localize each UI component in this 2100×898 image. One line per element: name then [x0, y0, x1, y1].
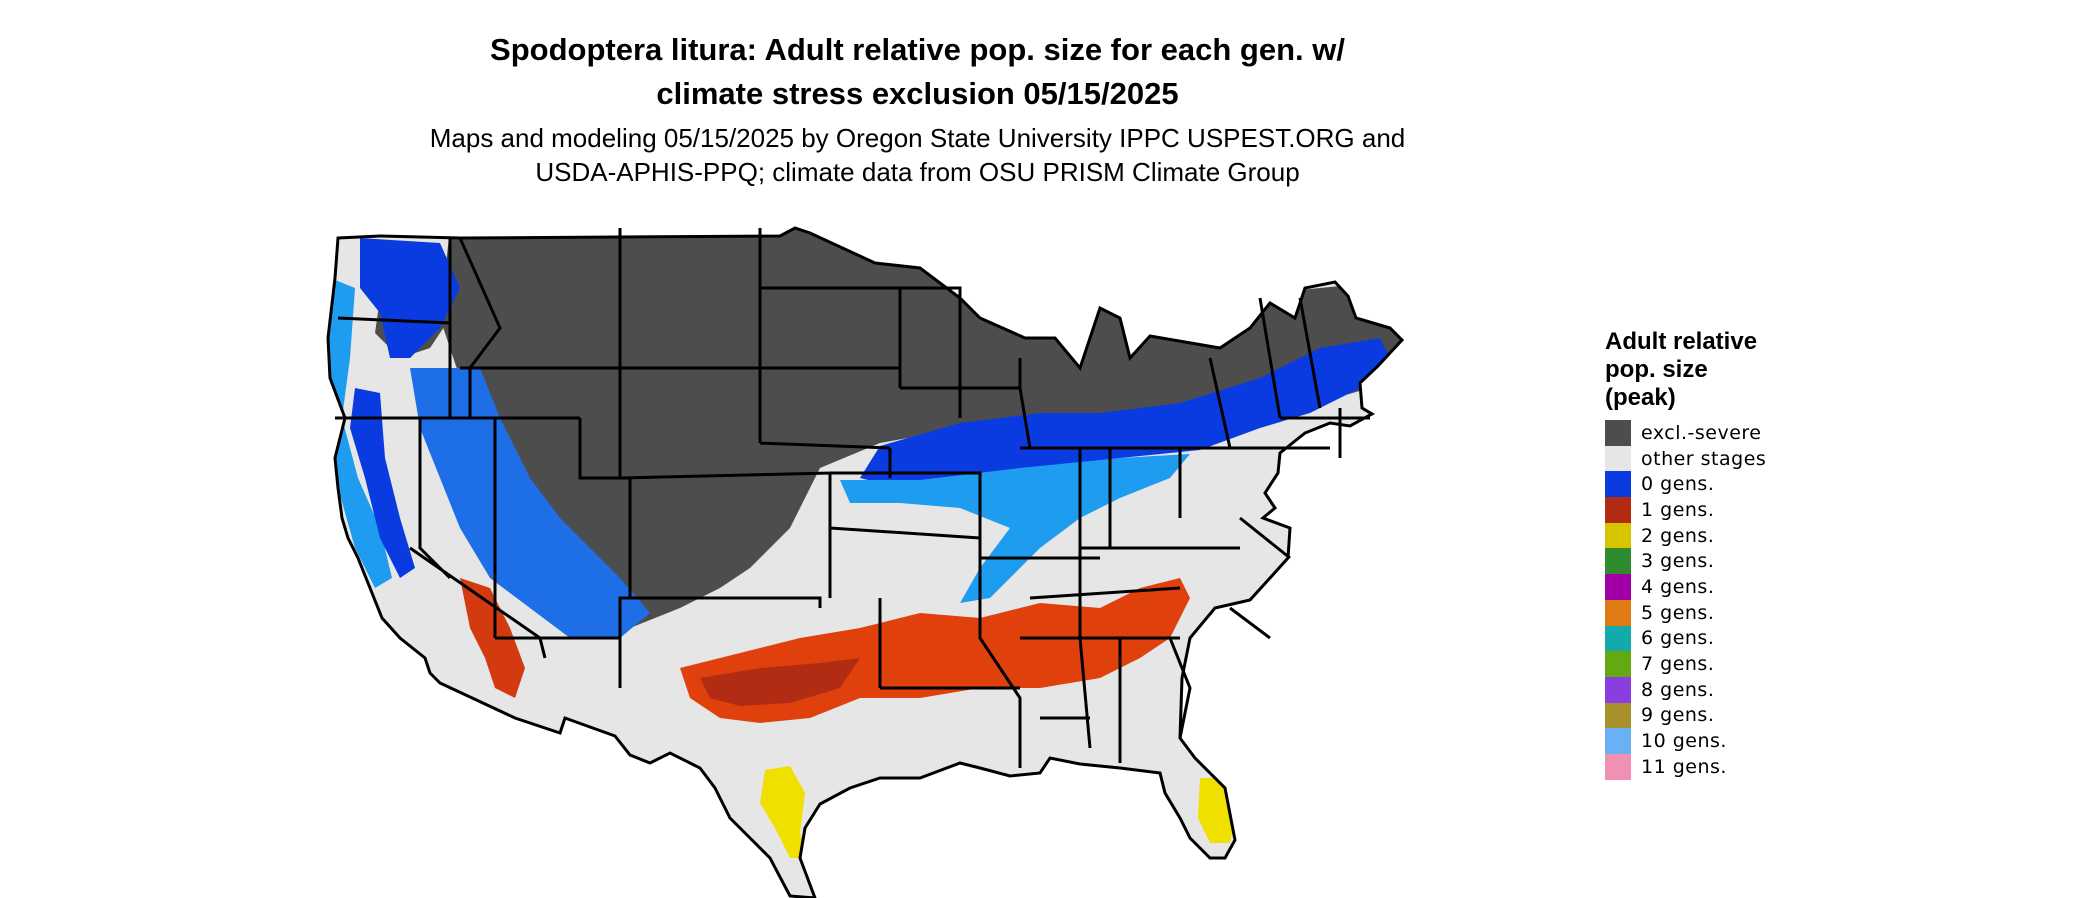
gen2-region-texas	[760, 766, 808, 858]
map-title: Spodoptera litura: Adult relative pop. s…	[0, 28, 1835, 116]
legend-label: excl.-severe	[1641, 421, 1762, 444]
state-borders	[326, 226, 1404, 898]
legend-swatch	[1605, 625, 1631, 652]
gen0-region-sierra	[350, 388, 415, 578]
legend-title-line: pop. size	[1605, 356, 1708, 383]
gen0-region-northeast	[860, 338, 1390, 488]
map-subtitle: Maps and modeling 05/15/2025 by Oregon S…	[0, 121, 1835, 189]
legend-item: 4 gens.	[1605, 574, 1845, 600]
legend-swatch	[1605, 728, 1631, 754]
legend-label: 8 gens.	[1641, 678, 1715, 701]
legend-item: 2 gens.	[1605, 522, 1845, 549]
gen0-region-coast	[328, 278, 392, 588]
legend-swatch	[1605, 702, 1631, 729]
legend-title: Adult relative pop. size (peak)	[1605, 328, 1845, 412]
title-line-1: Spodoptera litura: Adult relative pop. s…	[490, 32, 1345, 67]
legend-swatch	[1605, 753, 1631, 780]
title-line-2: climate stress exclusion 05/15/2025	[656, 76, 1179, 111]
legend-label: other stages	[1641, 447, 1767, 470]
gen1-region-south-dark	[700, 658, 860, 706]
legend: Adult relative pop. size (peak) excl.-se…	[1605, 328, 1845, 780]
gen0-region-west	[360, 238, 460, 358]
legend-swatch	[1605, 599, 1631, 626]
legend-item: 7 gens.	[1605, 651, 1845, 677]
subtitle-line-1: Maps and modeling 05/15/2025 by Oregon S…	[429, 123, 1406, 153]
gen1-region-arizona	[460, 578, 525, 698]
legend-item: other stages	[1605, 445, 1845, 472]
legend-label: 4 gens.	[1641, 575, 1715, 598]
legend-item: 10 gens.	[1605, 728, 1845, 754]
legend-item: 8 gens.	[1605, 676, 1845, 703]
legend-swatch	[1605, 420, 1631, 446]
legend-swatch	[1605, 445, 1631, 472]
legend-swatch	[1605, 522, 1631, 549]
border-lines	[335, 228, 1370, 768]
legend-label: 6 gens.	[1641, 627, 1715, 650]
legend-item: 11 gens.	[1605, 753, 1845, 780]
legend-label: 11 gens.	[1641, 755, 1727, 778]
legend-item: 9 gens.	[1605, 702, 1845, 729]
legend-item: 5 gens.	[1605, 599, 1845, 626]
legend-label: 1 gens.	[1641, 498, 1715, 521]
legend-swatch	[1605, 548, 1631, 575]
legend-label: 7 gens.	[1641, 653, 1715, 676]
gen0-region-great-basin	[410, 368, 650, 638]
legend-label: 10 gens.	[1641, 730, 1727, 753]
legend-title-line: (peak)	[1605, 384, 1676, 411]
legend-swatch	[1605, 676, 1631, 703]
legend-item: 3 gens.	[1605, 548, 1845, 575]
legend-swatch	[1605, 471, 1631, 498]
us-map	[326, 226, 1404, 898]
legend-label: 2 gens.	[1641, 524, 1715, 547]
legend-swatch	[1605, 574, 1631, 600]
legend-label: 3 gens.	[1641, 550, 1715, 573]
legend-item: 1 gens.	[1605, 497, 1845, 523]
legend-label: 9 gens.	[1641, 704, 1715, 727]
gen0-region-appalachia	[840, 454, 1190, 603]
legend-swatch	[1605, 497, 1631, 523]
legend-swatch	[1605, 651, 1631, 677]
legend-label: 5 gens.	[1641, 601, 1715, 624]
legend-item: excl.-severe	[1605, 420, 1845, 446]
legend-label: 0 gens.	[1641, 473, 1715, 496]
legend-title-line: Adult relative	[1605, 328, 1758, 355]
legend-items: excl.-severe other stages 0 gens. 1 gens. 2 …	[1605, 420, 1845, 780]
legend-item: 6 gens.	[1605, 625, 1845, 652]
legend-item: 0 gens.	[1605, 471, 1845, 498]
subtitle-line-2: USDA-APHIS-PPQ; climate data from OSU PR…	[535, 157, 1300, 187]
